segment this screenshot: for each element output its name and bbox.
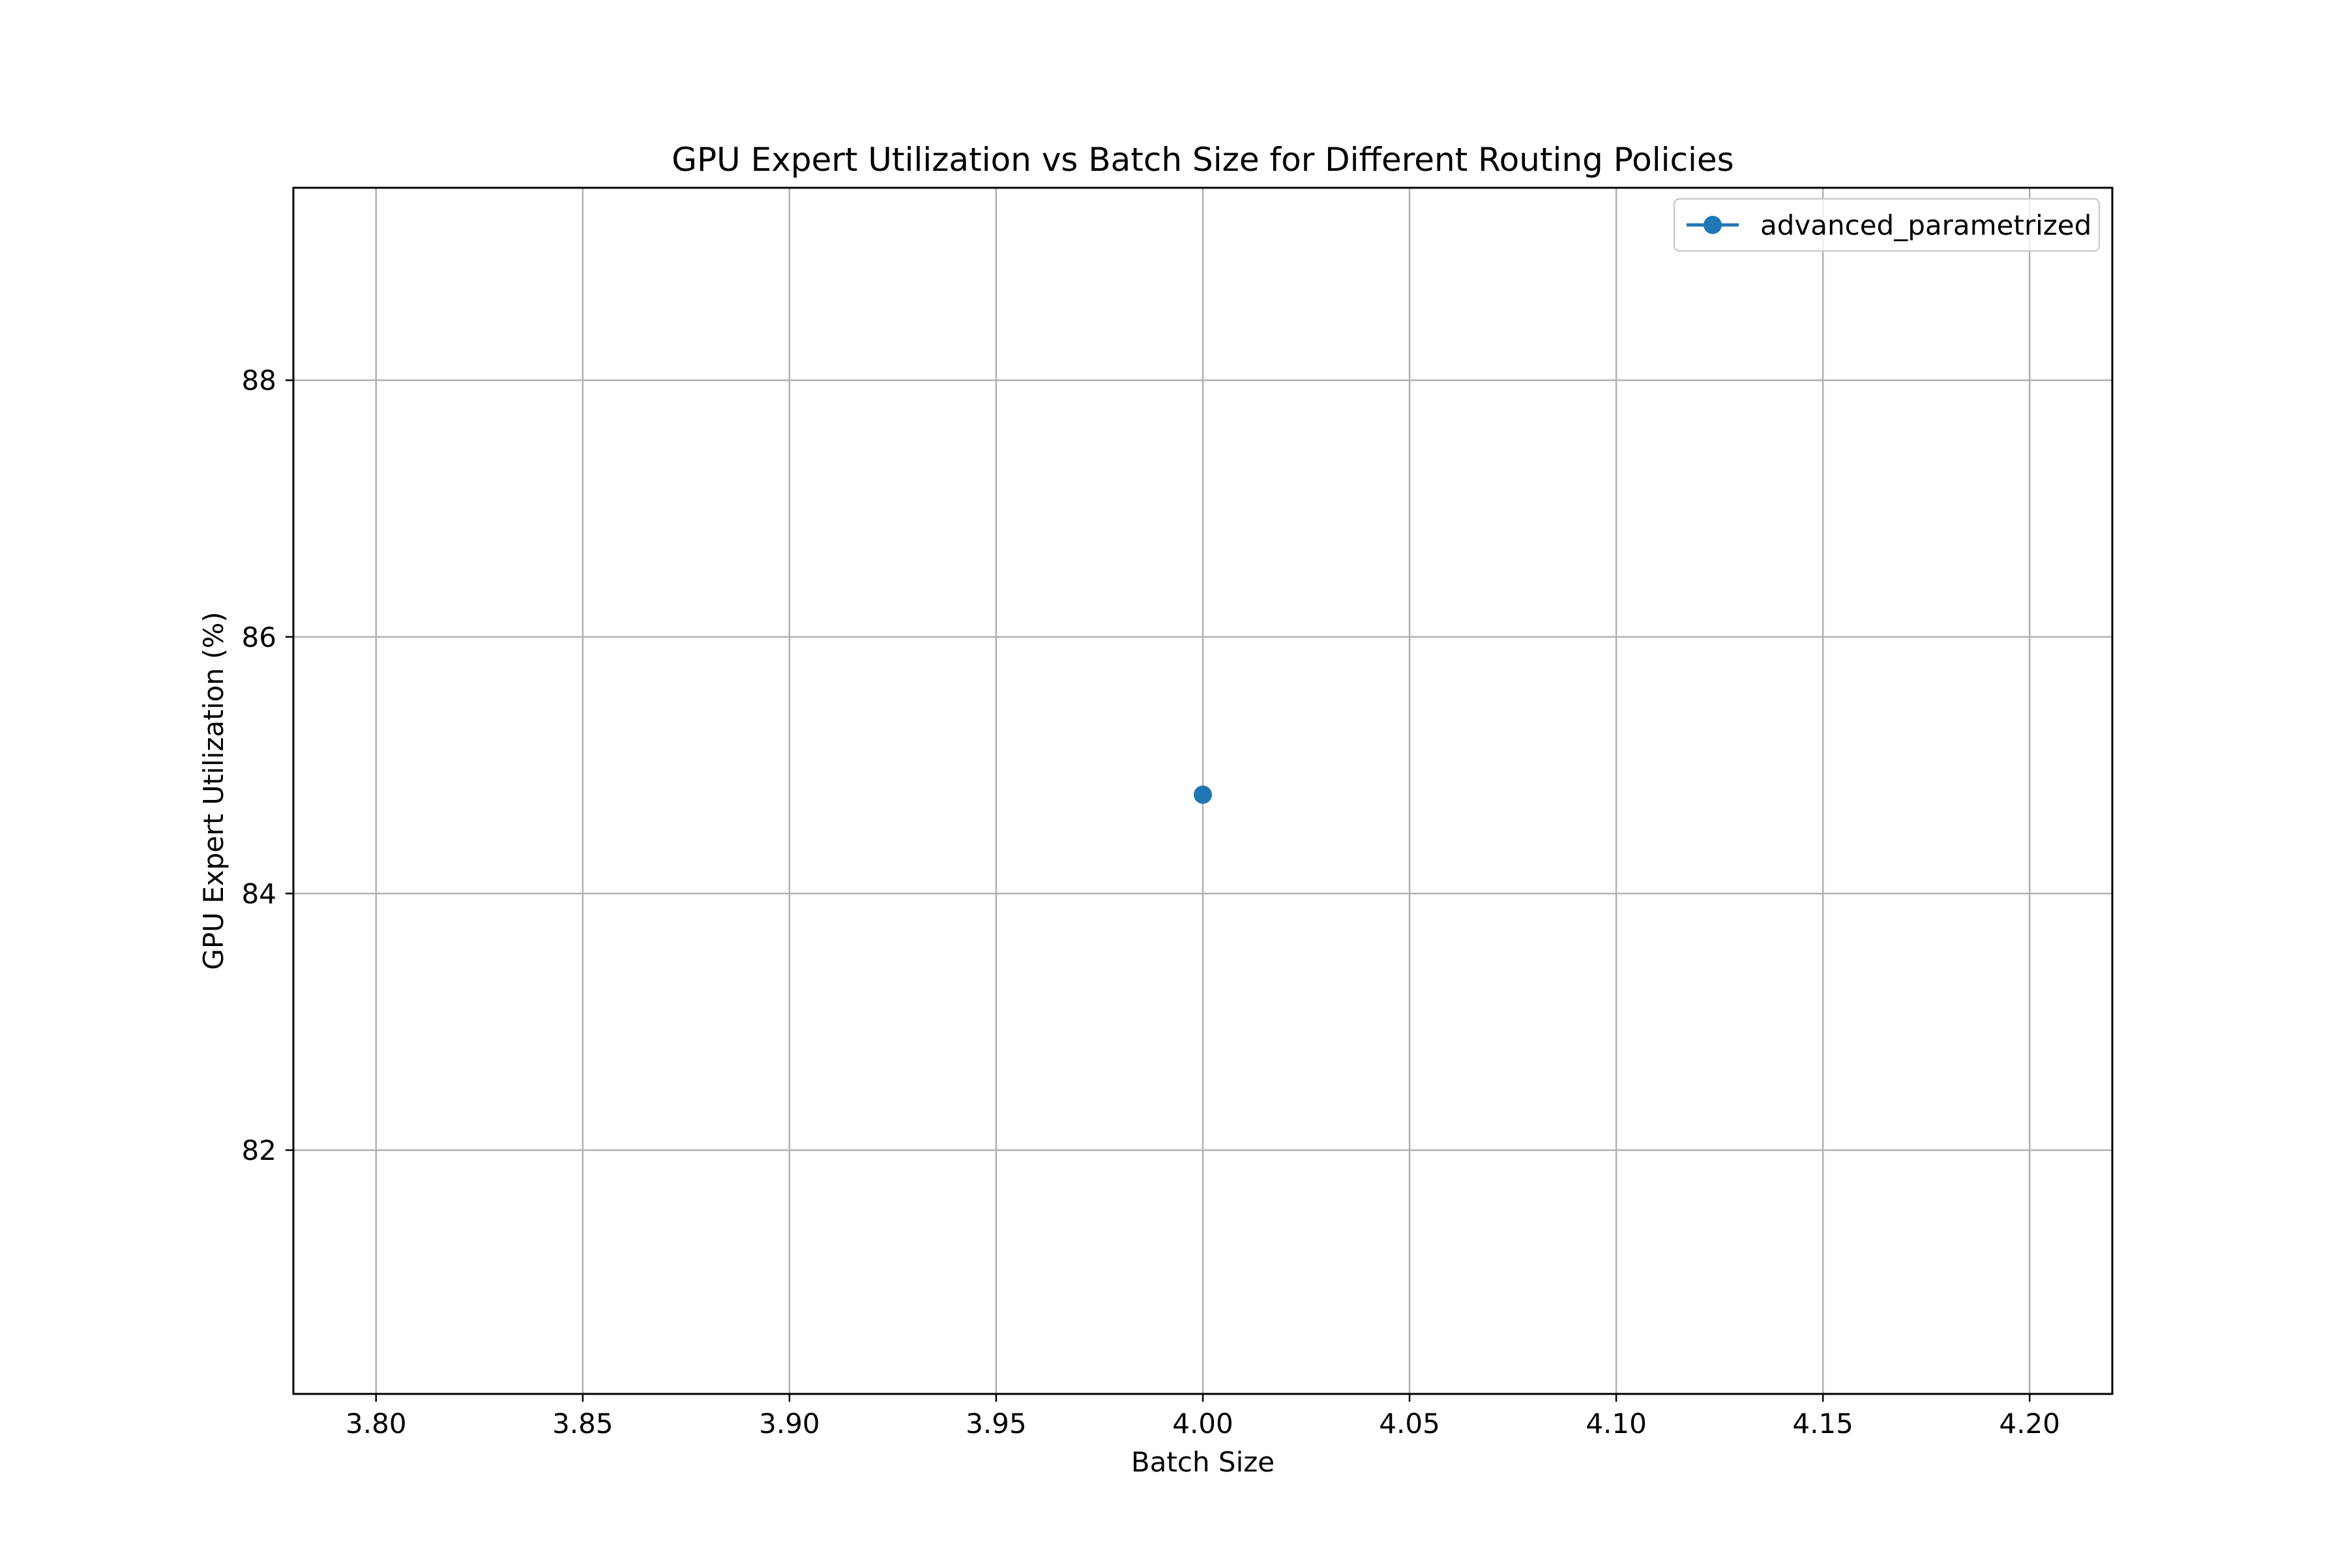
data-point — [1194, 785, 1212, 804]
x-axis-label: Batch Size — [1131, 1446, 1275, 1478]
x-tick-label: 3.80 — [346, 1408, 407, 1440]
legend: advanced_parametrized — [1673, 198, 2101, 252]
legend-label: advanced_parametrized — [1760, 209, 2091, 241]
x-tick-label: 3.95 — [966, 1408, 1027, 1440]
x-tick-label: 3.85 — [552, 1408, 613, 1440]
y-axis-ticks: 82 84 86 88 — [242, 364, 293, 1166]
chart-title: GPU Expert Utilization vs Batch Size for… — [672, 141, 1734, 179]
x-axis-ticks: 3.80 3.85 3.90 3.95 4.00 4.05 4.10 4.15 4.20 — [346, 1394, 2060, 1440]
grid-lines — [293, 188, 2112, 1394]
legend-box — [1673, 198, 2101, 252]
y-axis-label: GPU Expert Utilization (%) — [198, 612, 229, 969]
x-tick-label: 3.90 — [759, 1408, 820, 1440]
series-layer — [1194, 785, 1212, 804]
x-tick-label: 4.05 — [1379, 1408, 1440, 1440]
y-tick-label: 88 — [242, 364, 276, 396]
y-tick-label: 84 — [242, 878, 276, 910]
x-tick-label: 4.00 — [1172, 1408, 1233, 1440]
x-tick-label: 4.15 — [1792, 1408, 1853, 1440]
x-tick-label: 4.20 — [1999, 1408, 2060, 1440]
x-tick-label: 4.10 — [1586, 1408, 1647, 1440]
y-tick-label: 82 — [242, 1134, 276, 1166]
legend-marker-swatch — [1704, 216, 1722, 234]
y-tick-label: 86 — [242, 621, 276, 653]
